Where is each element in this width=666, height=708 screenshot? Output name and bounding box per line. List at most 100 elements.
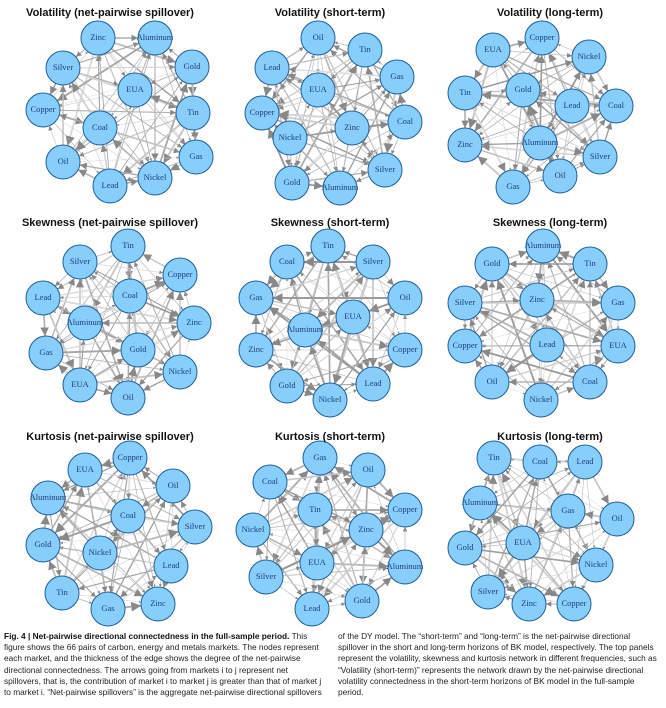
node-label: Gold <box>284 177 302 187</box>
edge <box>272 300 337 316</box>
node-label: Gas <box>249 292 262 302</box>
edge <box>332 333 350 384</box>
node <box>112 440 148 476</box>
edge <box>383 361 395 373</box>
node <box>254 50 290 86</box>
edge <box>502 526 603 585</box>
edge <box>145 301 179 318</box>
node <box>177 509 213 545</box>
edge <box>40 514 50 529</box>
edge <box>502 63 514 77</box>
edge <box>362 141 375 157</box>
node-label: Gold <box>35 539 53 549</box>
edge <box>274 497 308 594</box>
node <box>462 485 498 521</box>
edge <box>497 556 514 579</box>
node-label: Lead <box>163 560 181 570</box>
edge <box>150 72 177 85</box>
edge <box>116 555 155 564</box>
node-label: Coal <box>262 476 279 486</box>
edge <box>59 295 114 300</box>
edge <box>582 579 588 590</box>
edge <box>255 546 264 561</box>
edge <box>96 387 112 396</box>
node <box>300 72 336 108</box>
edge <box>91 287 169 373</box>
edge <box>472 562 481 578</box>
edge <box>311 579 319 593</box>
edge <box>481 297 521 305</box>
node-label: Lead <box>539 339 557 349</box>
edge <box>78 42 140 64</box>
edge <box>529 179 544 184</box>
node <box>110 498 146 534</box>
edge <box>77 534 180 586</box>
edge <box>62 324 178 351</box>
node <box>542 158 578 194</box>
edge <box>343 250 358 257</box>
node-label: Gold <box>457 542 475 552</box>
edge <box>58 492 158 539</box>
node-label: Tin <box>122 240 134 250</box>
node <box>287 312 323 348</box>
edge <box>138 309 172 359</box>
edge <box>330 60 353 80</box>
node-label: Aluminum <box>522 137 559 147</box>
edge <box>142 253 166 268</box>
edge <box>93 271 117 287</box>
edge <box>119 538 184 598</box>
edge <box>557 44 574 51</box>
edge <box>321 543 357 596</box>
node-label: Zinc <box>457 139 473 149</box>
edge <box>573 477 581 496</box>
node-label: Aluminum <box>387 561 424 571</box>
edge <box>475 316 531 387</box>
edge <box>367 325 391 342</box>
node <box>350 452 386 488</box>
node <box>572 246 608 282</box>
node-label: Nickel <box>89 547 112 557</box>
edge <box>548 53 566 91</box>
edge <box>152 357 166 365</box>
edge <box>59 93 119 107</box>
node <box>44 575 80 611</box>
node-label: Oil <box>612 513 624 523</box>
node-label: Oil <box>168 480 180 490</box>
edge <box>504 595 513 601</box>
edge <box>505 353 534 374</box>
node <box>238 280 274 316</box>
edge <box>471 107 507 173</box>
edge <box>59 333 72 343</box>
node-label: Oil <box>400 292 412 302</box>
node-label: Coal <box>122 290 139 300</box>
node <box>244 95 280 131</box>
node <box>137 20 173 56</box>
node-label: Silver <box>256 571 276 581</box>
edge <box>69 472 123 579</box>
node <box>25 527 61 563</box>
edge <box>115 500 166 595</box>
node <box>524 20 560 56</box>
edge <box>132 531 154 589</box>
node-label: Coal <box>532 456 549 466</box>
panel-title: Kurtosis (short-term) <box>275 431 385 443</box>
caption-text: This figure shows the 66 pairs of carbon… <box>4 631 657 698</box>
node <box>269 368 305 404</box>
node-label: Zinc <box>521 598 537 608</box>
node-label: Zinc <box>529 294 545 304</box>
edge <box>378 313 400 369</box>
node-label: Gas <box>506 181 519 191</box>
node <box>153 548 189 584</box>
node <box>567 444 603 480</box>
node <box>529 327 565 363</box>
edge <box>282 565 389 577</box>
node <box>322 170 358 206</box>
node <box>476 440 512 476</box>
node-label: Nickel <box>585 559 608 569</box>
edge <box>552 259 609 333</box>
node-label: Nickel <box>530 394 553 404</box>
edge <box>49 83 58 95</box>
edge <box>481 268 574 299</box>
node-label: Gold <box>354 595 372 605</box>
node <box>175 95 211 131</box>
